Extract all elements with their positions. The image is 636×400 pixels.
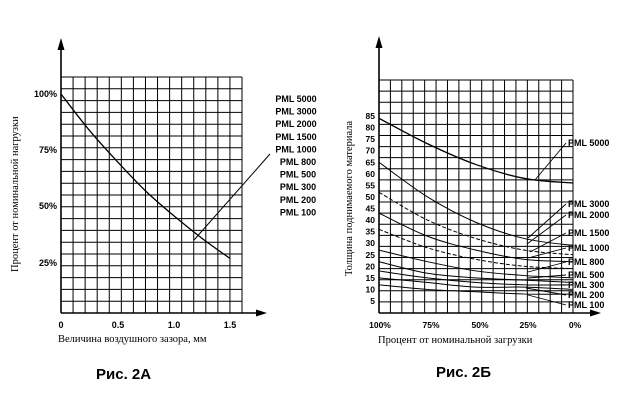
- chart-b-ylabel: Толщина поднимаемого материала: [344, 120, 355, 276]
- legend-entry: PML 1500: [568, 228, 609, 238]
- y-tick-label: 40: [366, 215, 376, 225]
- legend-entry: PML 5000: [275, 94, 316, 104]
- legend-leader-line: [193, 153, 271, 241]
- y-tick-label: 20: [366, 261, 376, 271]
- figure-b-caption: Рис. 2Б: [436, 364, 492, 381]
- chart-a-ylabel: Процент от номинальной нагрузки: [10, 116, 21, 272]
- y-tick-label: 25%: [39, 258, 57, 268]
- y-tick-label: 80: [366, 123, 376, 133]
- y-tick-label: 35: [366, 227, 376, 237]
- legend-entry: PML 5000: [568, 138, 609, 148]
- x-tick-label: 0: [58, 320, 63, 330]
- x-tick-label: 1.0: [168, 320, 181, 330]
- legend-entry: PML 1500: [275, 132, 316, 142]
- legend-entry: PML 3000: [568, 199, 609, 209]
- y-tick-label: 50: [366, 192, 376, 202]
- chart-b-axes: [375, 36, 601, 317]
- y-tick-label: 30: [366, 238, 376, 248]
- x-tick-label: 25%: [519, 320, 536, 330]
- y-tick-label: 70: [366, 146, 376, 156]
- legend-entry: PML 100: [280, 207, 316, 217]
- legend-entry: PML 2000: [275, 119, 316, 129]
- y-tick-label: 10: [366, 284, 376, 294]
- legend-entry: PML 200: [280, 195, 316, 205]
- legend-entry: PML 800: [568, 257, 604, 267]
- legend-entry: PML 300: [568, 280, 604, 290]
- series-line-pml-100: [378, 284, 574, 295]
- series-line-pml-2000: [378, 191, 574, 256]
- legend-entry: PML 3000: [275, 107, 316, 117]
- chart-a-axes: [57, 38, 267, 317]
- x-tick-label: 100%: [369, 320, 391, 330]
- series-line-pml-3000: [378, 161, 574, 246]
- y-tick-label: 55: [366, 180, 376, 190]
- legend-leader-line: [527, 274, 567, 279]
- chart-b-xlabel: Процент от номинальной загрузки: [378, 335, 533, 346]
- y-tick-label: 65: [366, 157, 376, 167]
- legend-leader-line: [526, 214, 567, 245]
- chart-a-xlabel: Величина воздушного зазора, мм: [58, 334, 207, 345]
- x-tick-label: 1.5: [224, 320, 237, 330]
- chart-a-series: [60, 93, 231, 260]
- y-tick-label: 75: [366, 134, 376, 144]
- legend-entry: PML 500: [568, 270, 604, 280]
- y-tick-label: 100%: [34, 89, 57, 99]
- y-axis-arrow: [375, 36, 383, 48]
- chart-b-series: [378, 117, 574, 295]
- legend-entry: PML 100: [568, 300, 604, 310]
- legend-leader-line: [534, 142, 567, 181]
- chart-a-legend: PML 5000 PML 3000 PML 2000 PML 1500 PML 1000…: [193, 94, 317, 241]
- chart-a-grid: [61, 76, 243, 313]
- x-tick-label: 50%: [471, 320, 488, 330]
- x-tick-label: 0.5: [112, 320, 125, 330]
- legend-entry: PML 2000: [568, 210, 609, 220]
- x-tick-label: 0%: [569, 320, 582, 330]
- legend-entry: PML 500: [280, 170, 316, 180]
- legend-leader-line: [527, 261, 567, 273]
- x-axis-arrow: [590, 309, 601, 317]
- y-tick-label: 25: [366, 250, 376, 260]
- legend-entry: PML 1000: [568, 243, 609, 253]
- figure-a-caption: Рис. 2А: [96, 366, 152, 383]
- legend-entry: PML 800: [280, 157, 316, 167]
- series-line-pml-1500: [378, 212, 574, 263]
- x-tick-label: 75%: [422, 320, 439, 330]
- y-tick-label: 45: [366, 204, 376, 214]
- legend-leader-line: [525, 287, 567, 296]
- y-axis-arrow: [57, 38, 65, 50]
- legend-leader-line: [527, 294, 567, 306]
- y-tick-label: 85: [366, 111, 376, 121]
- y-tick-label: 15: [366, 273, 376, 283]
- legend-entry: PML 200: [568, 290, 604, 300]
- series-line-pml-800: [378, 249, 574, 279]
- legend-entry: PML 1000: [275, 144, 316, 154]
- y-tick-label: 5: [370, 296, 375, 306]
- legend-leader-line: [529, 232, 567, 253]
- legend-leader-line: [527, 203, 567, 239]
- chart-a-ticks: 0 0.5 1.0 1.5 100% 75% 50% 25%: [34, 89, 236, 330]
- series-line: [60, 93, 231, 260]
- y-tick-label: 50%: [39, 201, 57, 211]
- y-tick-label: 60: [366, 169, 376, 179]
- legend-entry: PML 300: [280, 182, 316, 192]
- series-line-pml-5000: [378, 117, 574, 184]
- y-tick-label: 75%: [39, 145, 57, 155]
- series-line-pml-500: [378, 261, 574, 283]
- x-axis-arrow: [256, 309, 267, 317]
- series-line-pml-200: [378, 277, 574, 290]
- legend-leader-line: [527, 247, 567, 259]
